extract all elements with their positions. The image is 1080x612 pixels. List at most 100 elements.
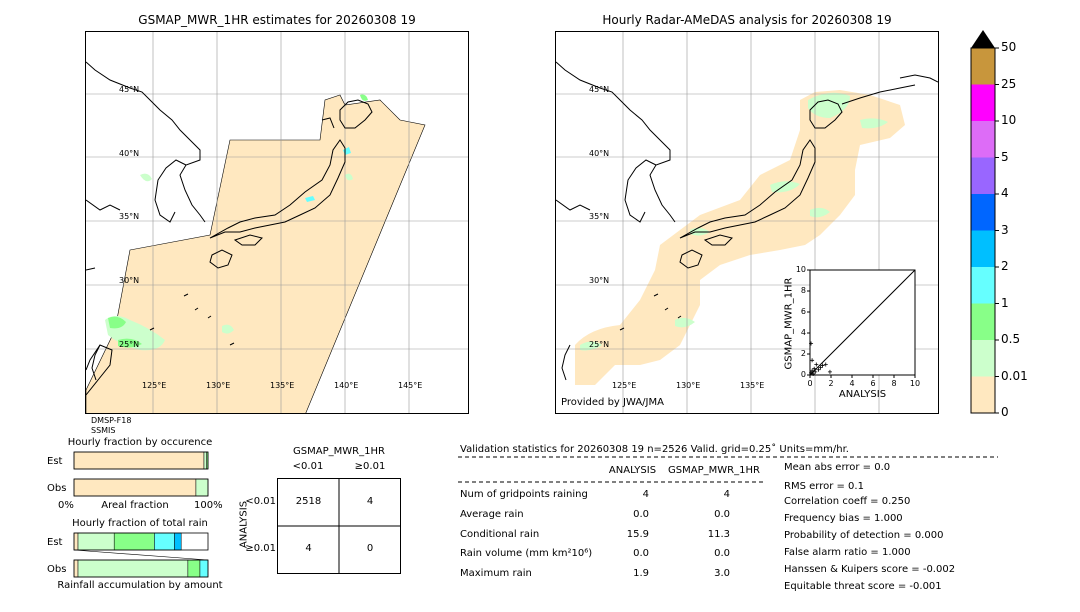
- fraction-bar-segment: [113, 532, 155, 551]
- stat-label: Average rain: [460, 509, 524, 520]
- contingency-grid: [277, 478, 401, 574]
- colorbar-label: 0.5: [1001, 332, 1021, 346]
- total-rain-title: Hourly fraction of total rain: [72, 518, 208, 529]
- contingency-col-header: <0.01: [292, 461, 324, 472]
- accumulation-footer: Rainfall accumulation by amount: [57, 580, 223, 591]
- lat-label: 40°N: [589, 149, 610, 158]
- stat-analysis: 0.0: [633, 509, 649, 520]
- stat-analysis: 1.9: [633, 568, 649, 579]
- stat-label: Conditional rain: [460, 529, 540, 540]
- rain-patch: [305, 196, 315, 202]
- lon-label: 135°E: [270, 381, 295, 390]
- one-to-one-line: [809, 269, 916, 376]
- contingency-cell: 0: [366, 543, 374, 554]
- score-line: Equitable threat score = -0.001: [784, 581, 942, 592]
- rain-patch: [675, 317, 695, 328]
- sensor-label: SSMIS: [91, 426, 116, 435]
- scatter-ytick-label: 8: [800, 286, 806, 295]
- colorbar: [970, 47, 999, 414]
- colorbar-label: 10: [1001, 113, 1017, 127]
- colorbar-segment: [971, 303, 995, 340]
- colorbar-label: 25: [1001, 76, 1017, 91]
- lon-label: 125°E: [142, 381, 167, 390]
- stat-gsmap: 0.0: [714, 548, 730, 559]
- scatter-point: [809, 370, 814, 375]
- contingency-row-label: ANALYSIS: [238, 500, 250, 549]
- stat-label: Num of gridpoints raining: [460, 489, 588, 500]
- colorbar-label: 2: [1001, 259, 1009, 273]
- lat-label: 45°N: [119, 85, 140, 94]
- scatter-point: [809, 341, 814, 346]
- scatter-point: [818, 365, 823, 370]
- scatter-xtick-label: 2: [828, 379, 834, 388]
- fraction-bar-segment: [73, 559, 79, 578]
- fraction-bars: [73, 451, 209, 578]
- colorbar-label: 0.01: [1001, 368, 1028, 383]
- lon-label: 145°E: [398, 381, 423, 390]
- score-line: Hanssen & Kuipers score = -0.002: [784, 564, 956, 575]
- scatter-ytick-label: 2: [800, 349, 806, 358]
- fraction-bar-segment: [199, 559, 209, 578]
- fraction-bar-segment: [195, 478, 209, 497]
- colorbar-label: 50: [1001, 40, 1017, 54]
- scatter-point: [823, 362, 828, 367]
- stat-label: Maximum rain: [460, 568, 532, 579]
- scatter-xlabel: ANALYSIS: [838, 389, 887, 400]
- scatter-point: [810, 358, 815, 363]
- fraction-bar-segment: [73, 478, 197, 497]
- colorbar-label: 0: [1001, 405, 1009, 419]
- colorbar-label: 5: [1001, 149, 1009, 164]
- score-line: Correlation coeff = 0.250: [784, 496, 911, 507]
- lon-label: 135°E: [740, 381, 765, 390]
- colorbar-segment: [971, 157, 995, 194]
- tick-0pct: 0%: [58, 500, 74, 511]
- contingency-cell: 2518: [295, 496, 322, 507]
- colorbar-label: 1: [1001, 295, 1009, 310]
- analysis-coverage: [575, 90, 905, 385]
- occurrence-xlabel: Areal fraction: [101, 500, 169, 511]
- left-map: [86, 32, 468, 413]
- scatter-xtick-label: 6: [870, 379, 876, 388]
- score-line: Mean abs error = 0.0: [784, 462, 891, 473]
- fraction-bar-segment: [187, 559, 201, 578]
- lon-label: 140°E: [334, 381, 359, 390]
- rain-patch: [770, 181, 800, 193]
- lat-label: 35°N: [119, 212, 140, 221]
- lon-label: 130°E: [206, 381, 231, 390]
- lat-label: 25°N: [119, 340, 140, 349]
- scatter-xtick-label: 10: [909, 379, 921, 388]
- scatter-point: [814, 362, 819, 367]
- tick-100pct: 100%: [194, 500, 223, 511]
- scatter-point: [816, 367, 821, 372]
- contingency-cell: 4: [305, 543, 312, 554]
- stat-analysis: 4: [642, 489, 649, 500]
- scatter-ytick-label: 10: [795, 265, 806, 274]
- colorbar-segment: [971, 121, 995, 158]
- coastline: [556, 61, 938, 381]
- fraction-bar-frame: [73, 478, 209, 497]
- stat-gsmap: 3.0: [714, 568, 730, 579]
- accumulation-connector: [73, 549, 209, 561]
- stat-gsmap: 4: [723, 489, 730, 500]
- scatter-ytick-label: 0: [800, 370, 806, 379]
- fraction-bar-frame: [73, 559, 209, 578]
- lon-label: 125°E: [612, 381, 637, 390]
- lat-label: 30°N: [119, 276, 140, 285]
- colorbar-segment: [971, 230, 995, 267]
- contingency-col-header: ≥0.01: [354, 461, 386, 472]
- fraction-bar-segment: [73, 451, 205, 470]
- contingency-row-header: <0.01: [245, 496, 276, 507]
- scatter-xtick-label: 4: [849, 379, 855, 388]
- satellite-swath: [86, 94, 426, 413]
- fraction-bar-segment: [174, 532, 182, 551]
- stat-gsmap: 0.0: [714, 509, 730, 520]
- validation-col-gsmap: GSMAP_MWR_1HR: [668, 465, 760, 476]
- scatter-ytick-label: 4: [800, 328, 806, 337]
- left-map-title: GSMAP_MWR_1HR estimates for 20260308 19: [138, 13, 416, 27]
- fraction-bar-segment: [77, 532, 115, 551]
- scatter-point: [810, 368, 815, 373]
- score-line: RMS error = 0.1: [784, 481, 864, 492]
- right-map-frame: [555, 31, 939, 414]
- stat-analysis: 15.9: [626, 529, 649, 540]
- fraction-bar-frame: [73, 451, 209, 470]
